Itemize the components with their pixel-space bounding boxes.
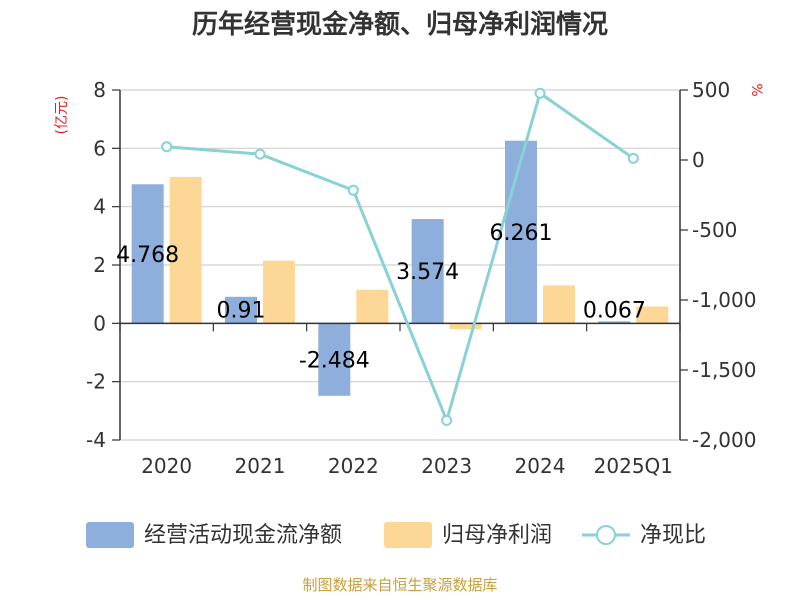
right-tick-label: -2,000 bbox=[692, 428, 756, 452]
legend-marker-ratio bbox=[596, 525, 616, 545]
ratio-line-path bbox=[166, 90, 635, 426]
legend-swatch-cashflow bbox=[86, 522, 134, 548]
right-tick-label: -500 bbox=[692, 218, 737, 242]
left-tick-label: 8 bbox=[93, 78, 106, 102]
cashflow-data-label: 0.067 bbox=[583, 298, 646, 323]
cashflow-data-label: 0.91 bbox=[217, 298, 266, 323]
right-tick-label: 0 bbox=[692, 148, 705, 172]
category-label: 2023 bbox=[421, 454, 472, 478]
right-tick-label: -1,500 bbox=[692, 358, 756, 382]
legend-label-ratio: 净现比 bbox=[640, 523, 706, 548]
legend-label-cashflow: 经营活动现金流净额 bbox=[144, 523, 342, 548]
right-axis-unit: % bbox=[748, 83, 764, 96]
left-tick-label: 6 bbox=[93, 136, 106, 160]
ratio-point bbox=[441, 414, 453, 426]
source-note: 制图数据来自恒生聚源数据库 bbox=[302, 576, 497, 594]
cashflow-bar bbox=[411, 219, 444, 324]
axes: -4 -2 0 2 4 6 8 -2,000 -1,500 -1,000 -500 0 500 2020 2… bbox=[86, 78, 756, 478]
net-profit-bar bbox=[263, 260, 295, 324]
left-tick-label: 2 bbox=[93, 253, 106, 277]
category-label: 2024 bbox=[515, 454, 566, 478]
left-axis-unit: (亿元) bbox=[54, 96, 70, 135]
cashflow-bar bbox=[598, 321, 631, 324]
ratio-point bbox=[161, 141, 173, 153]
left-tick-label: 0 bbox=[93, 311, 106, 335]
ratio-point bbox=[627, 152, 639, 164]
net-profit-bar bbox=[636, 306, 669, 324]
category-label: 2025Q1 bbox=[594, 454, 673, 478]
cashflow-bar bbox=[505, 140, 537, 324]
cashflow-bar bbox=[318, 323, 351, 396]
net-profit-bar bbox=[449, 323, 482, 330]
category-label: 2021 bbox=[235, 454, 286, 478]
chart-title: 历年经营现金净额、归母净利润情况 bbox=[192, 9, 608, 40]
left-tick-label: -4 bbox=[86, 428, 106, 452]
left-tick-label: 4 bbox=[93, 195, 106, 219]
ratio-point bbox=[254, 148, 266, 160]
cashflow-data-label: -2.484 bbox=[299, 349, 370, 374]
net-profit-bar bbox=[169, 176, 202, 324]
right-tick-label: 500 bbox=[692, 78, 730, 102]
data-labels: 4.768 0.91 -2.484 3.574 6.261 0.067 bbox=[116, 221, 646, 374]
legend-swatch-net-profit bbox=[384, 522, 432, 548]
legend: 经营活动现金流净额 归母净利润 净现比 bbox=[86, 522, 706, 548]
cashflow-data-label: 3.574 bbox=[396, 260, 459, 285]
bars bbox=[131, 140, 669, 396]
right-tick-label: -1,000 bbox=[692, 288, 756, 312]
cashflow-data-label: 4.768 bbox=[116, 243, 179, 268]
cashflow-bar bbox=[225, 296, 257, 324]
cashflow-bar bbox=[131, 184, 164, 324]
ratio-point bbox=[347, 184, 359, 196]
cashflow-data-label: 6.261 bbox=[490, 221, 553, 246]
legend-label-net-profit: 归母净利润 bbox=[442, 523, 552, 548]
left-tick-label: -2 bbox=[86, 370, 106, 394]
category-label: 2022 bbox=[328, 454, 379, 478]
category-label: 2020 bbox=[141, 454, 192, 478]
net-profit-bar bbox=[356, 289, 389, 324]
ratio-line bbox=[161, 87, 639, 426]
net-profit-bar bbox=[543, 285, 575, 324]
ratio-point bbox=[534, 87, 546, 99]
